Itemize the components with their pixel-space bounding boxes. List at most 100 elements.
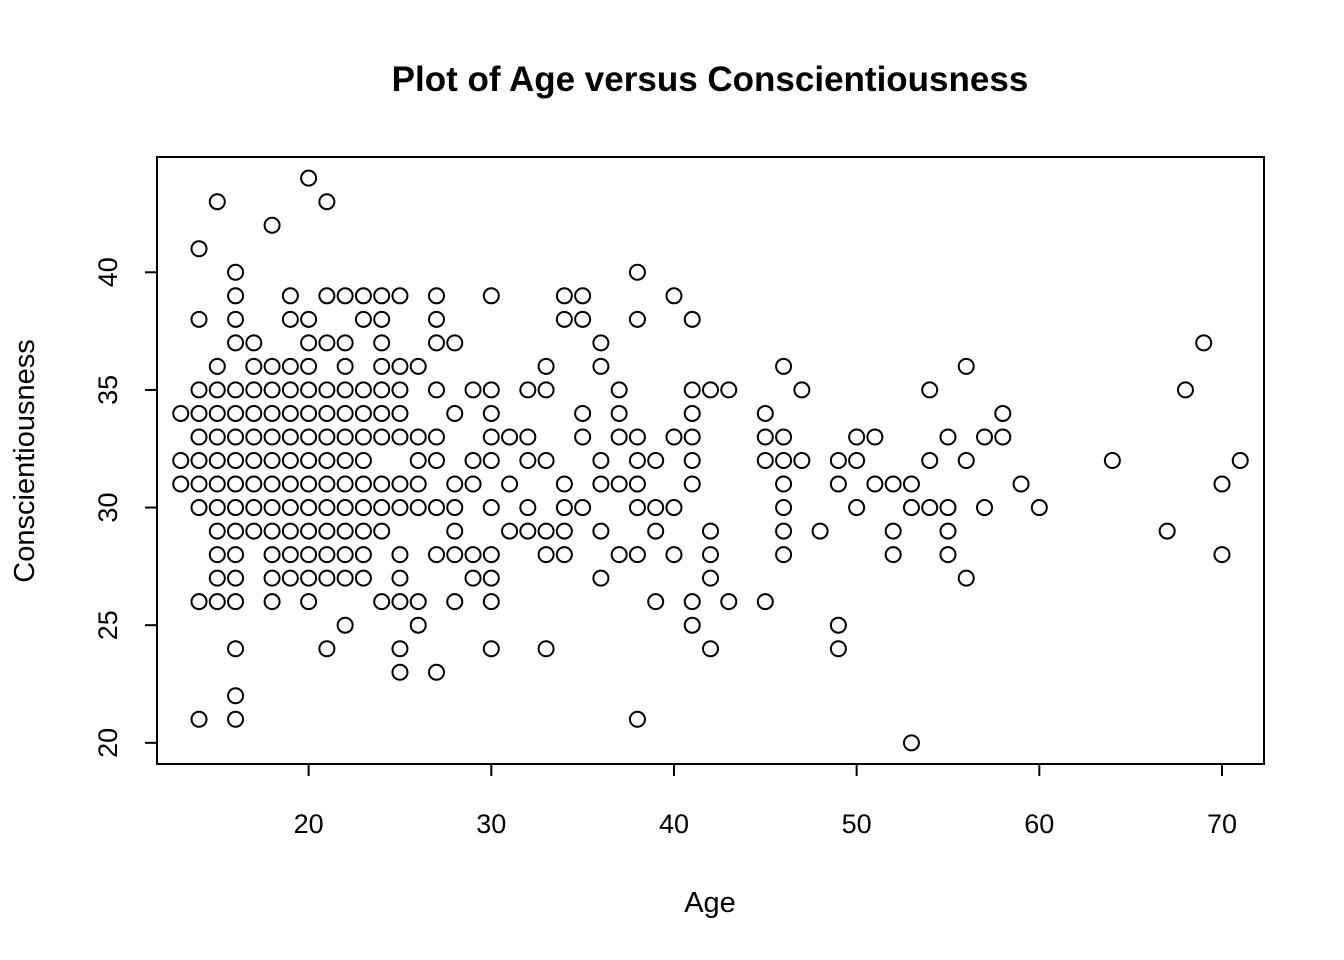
data-point: [683, 616, 701, 634]
data-point: [464, 452, 482, 469]
data-point: [427, 452, 445, 469]
data-point: [336, 616, 354, 634]
data-point: [373, 475, 391, 493]
data-point: [227, 499, 245, 517]
data-point: [482, 404, 500, 422]
x-tick-label: 70: [1207, 809, 1237, 839]
data-point: [227, 640, 245, 658]
data-point: [300, 310, 318, 328]
data-point: [190, 475, 208, 493]
data-point: [994, 428, 1012, 446]
data-point: [829, 640, 847, 658]
data-point: [245, 428, 263, 446]
data-point: [1213, 475, 1231, 493]
data-point: [281, 287, 299, 305]
data-point: [281, 404, 299, 422]
data-point: [848, 428, 866, 446]
data-point: [1103, 452, 1121, 469]
data-point: [281, 546, 299, 564]
data-point: [464, 569, 482, 587]
data-points: [172, 169, 1249, 752]
data-point: [427, 428, 445, 446]
data-point: [628, 710, 646, 728]
data-point: [190, 428, 208, 446]
data-point: [208, 357, 226, 375]
data-point: [409, 357, 427, 375]
data-point: [519, 428, 537, 446]
data-point: [446, 404, 464, 422]
data-point: [281, 522, 299, 540]
data-point: [354, 475, 372, 493]
data-point: [263, 499, 281, 517]
data-point: [939, 428, 957, 446]
data-point: [409, 428, 427, 446]
data-point: [427, 381, 445, 399]
data-point: [756, 428, 774, 446]
data-point: [665, 499, 683, 517]
data-point: [190, 310, 208, 328]
data-point: [300, 499, 318, 517]
data-point: [501, 428, 519, 446]
data-point: [884, 522, 902, 540]
data-point: [537, 357, 555, 375]
data-point: [208, 452, 226, 469]
data-point: [281, 499, 299, 517]
data-point: [829, 452, 847, 469]
data-point: [208, 546, 226, 564]
data-point: [227, 334, 245, 352]
data-point: [263, 357, 281, 375]
data-point: [391, 569, 409, 587]
data-point: [702, 546, 719, 564]
data-point: [227, 569, 245, 587]
data-point: [902, 475, 920, 493]
data-point: [1195, 334, 1213, 352]
data-point: [482, 499, 500, 517]
data-point: [245, 475, 263, 493]
data-point: [336, 452, 354, 469]
data-point: [775, 475, 793, 493]
data-point: [427, 334, 445, 352]
data-point: [482, 593, 500, 611]
data-point: [720, 381, 738, 399]
data-point: [409, 616, 427, 634]
data-point: [574, 404, 592, 422]
data-point: [409, 475, 427, 493]
data-point: [683, 428, 701, 446]
data-point: [245, 452, 263, 469]
data-point: [592, 475, 610, 493]
data-point: [373, 522, 391, 540]
data-point: [391, 381, 409, 399]
data-point: [391, 499, 409, 517]
data-point: [775, 499, 793, 517]
data-point: [281, 428, 299, 446]
data-point: [665, 546, 683, 564]
data-point: [519, 522, 537, 540]
data-point: [300, 593, 318, 611]
data-point: [409, 593, 427, 611]
data-point: [610, 475, 628, 493]
data-point: [190, 593, 208, 611]
data-point: [300, 381, 318, 399]
data-point: [281, 475, 299, 493]
data-point: [482, 287, 500, 305]
data-point: [245, 334, 263, 352]
data-point: [227, 546, 245, 564]
data-point: [245, 522, 263, 540]
data-point: [464, 475, 482, 493]
data-point: [921, 499, 939, 517]
data-point: [263, 216, 281, 234]
data-point: [866, 428, 884, 446]
data-point: [446, 593, 464, 611]
data-point: [683, 381, 701, 399]
data-point: [263, 404, 281, 422]
data-point: [373, 310, 391, 328]
y-axis: 20 25 30 35 40: [93, 257, 158, 758]
data-point: [665, 428, 683, 446]
data-point: [373, 593, 391, 611]
data-point: [300, 569, 318, 587]
data-point: [318, 499, 336, 517]
data-point: [555, 310, 573, 328]
data-point: [227, 287, 245, 305]
data-point: [336, 287, 354, 305]
data-point: [775, 546, 793, 564]
